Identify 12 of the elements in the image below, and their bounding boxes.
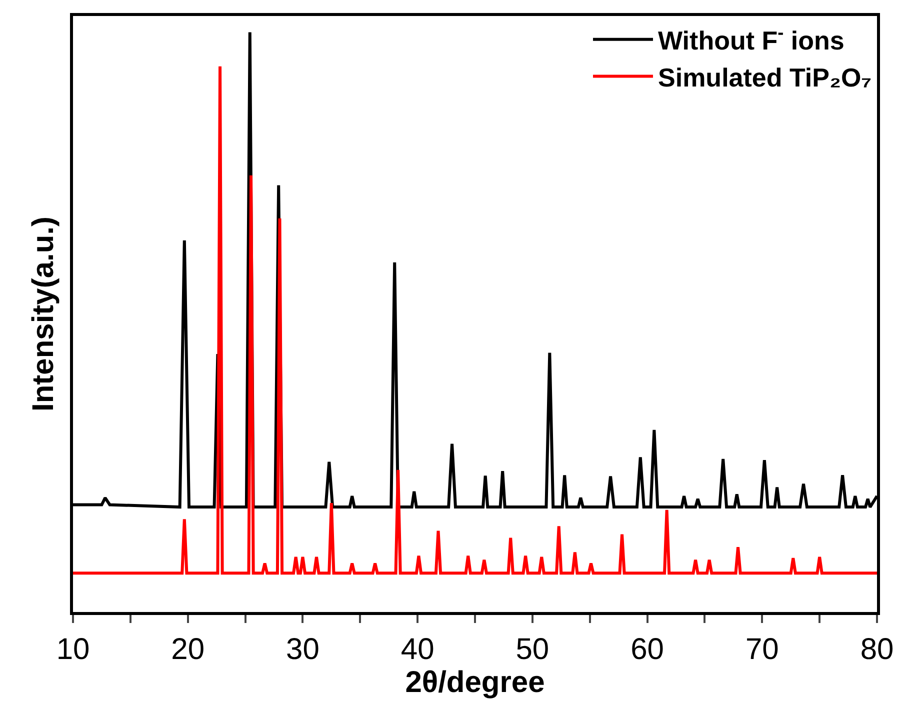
x-axis-title: 2θ/degree [405,666,545,699]
y-axis-title: Intensity(a.u.) [27,216,60,412]
x-tick-label: 70 [745,633,779,666]
x-tick-label: 20 [171,633,205,666]
x-tick-label: 60 [630,633,664,666]
x-tick-label: 30 [286,633,320,666]
x-tick-label: 40 [400,633,434,666]
x-tick-label: 80 [860,633,894,666]
x-tick-label: 50 [516,633,550,666]
legend-label: Without F$^{-}$ ions [658,22,844,56]
x-tick-label: 10 [56,633,90,666]
legend-label: Simulated TiP₂O₇ [658,62,872,92]
